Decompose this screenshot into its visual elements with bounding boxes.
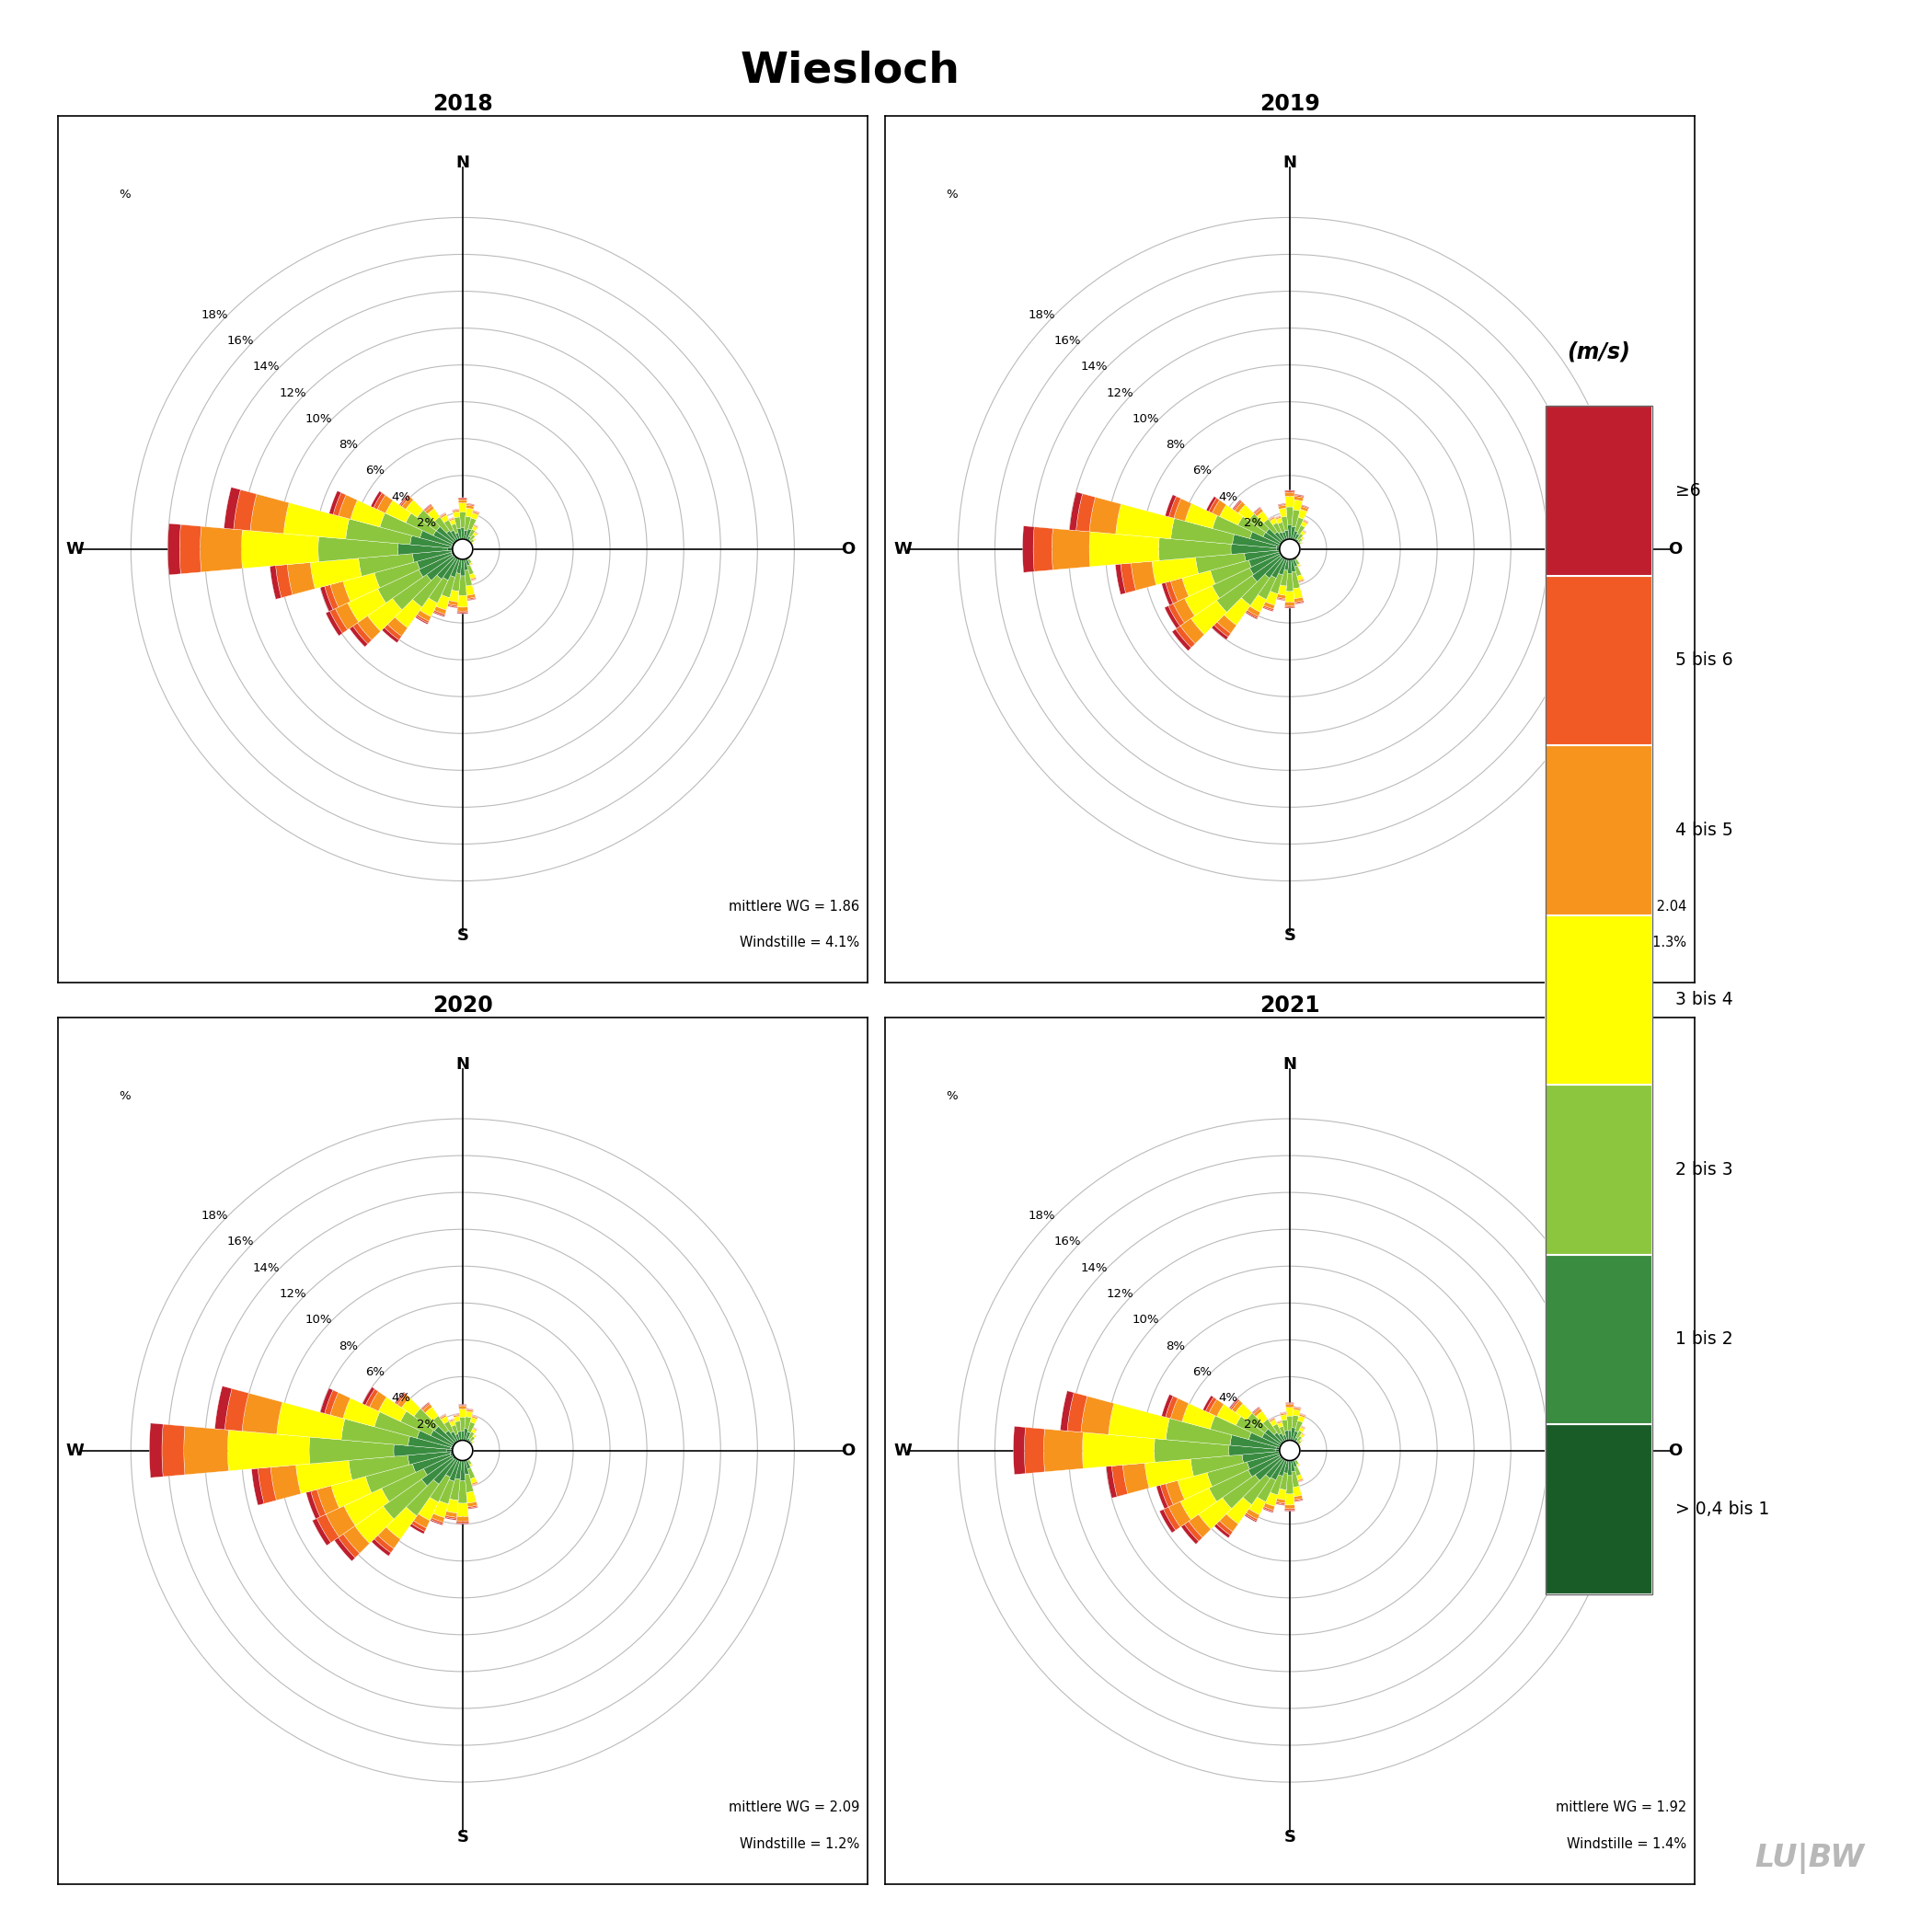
Title: 2018: 2018 — [433, 93, 493, 116]
Title: 2020: 2020 — [433, 995, 493, 1016]
Title: 2019: 2019 — [1260, 93, 1320, 116]
Title: 2021: 2021 — [1260, 995, 1320, 1016]
Text: 2 bis 3: 2 bis 3 — [1675, 1161, 1733, 1179]
Text: LU|BW: LU|BW — [1754, 1843, 1864, 1874]
Text: 3 bis 4: 3 bis 4 — [1675, 991, 1733, 1009]
Text: ≥6: ≥6 — [1675, 481, 1700, 498]
Text: Wiesloch: Wiesloch — [740, 50, 960, 91]
Text: (m/s): (m/s) — [1567, 342, 1631, 363]
Text: > 0,4 bis 1: > 0,4 bis 1 — [1675, 1501, 1770, 1519]
Text: 1 bis 2: 1 bis 2 — [1675, 1331, 1733, 1349]
Text: 4 bis 5: 4 bis 5 — [1675, 821, 1733, 838]
Text: 5 bis 6: 5 bis 6 — [1675, 651, 1733, 668]
